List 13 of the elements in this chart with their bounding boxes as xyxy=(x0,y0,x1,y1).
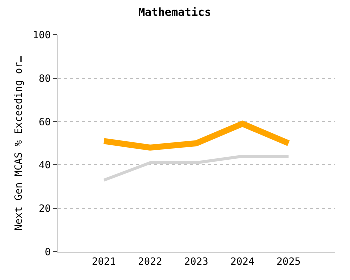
x-tick-label: 2023 xyxy=(184,257,209,268)
y-tick-label: 0 xyxy=(44,248,51,258)
y-tick-label: 60 xyxy=(38,117,51,128)
y-tick-label: 100 xyxy=(32,30,51,42)
y-tick-label: 40 xyxy=(38,160,51,172)
y-tick-label: 80 xyxy=(38,74,51,85)
x-tick-label: 2024 xyxy=(230,257,255,268)
x-tick-label: 2025 xyxy=(276,257,301,268)
y-tick-label: 20 xyxy=(38,204,51,216)
chart-title: Mathematics xyxy=(138,6,212,20)
x-tick-label: 2021 xyxy=(92,257,116,268)
y-axis-title: Next Gen MCAS % Exceeding or… xyxy=(14,56,25,231)
x-tick-label: 2022 xyxy=(138,257,162,268)
